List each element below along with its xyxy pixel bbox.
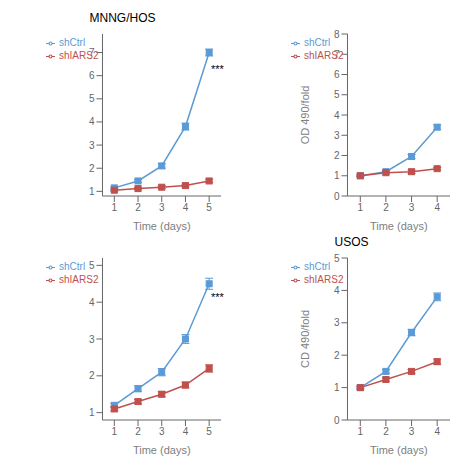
svg-text:3: 3 [89,140,95,151]
svg-text:2: 2 [89,163,95,174]
svg-text:***: *** [211,63,225,75]
svg-text:4: 4 [183,426,189,437]
svg-text:4: 4 [434,202,440,213]
svg-text:OD 490/fold: OD 490/fold [299,86,311,145]
svg-text:4: 4 [434,426,440,437]
svg-text:3: 3 [334,317,340,328]
svg-text:1: 1 [358,426,364,437]
svg-text:7: 7 [334,49,340,60]
svg-text:2: 2 [334,350,340,361]
svg-text:8: 8 [334,29,340,40]
svg-text:2: 2 [135,202,141,213]
svg-text:4: 4 [334,285,340,296]
svg-text:2: 2 [383,426,389,437]
svg-text:***: *** [211,291,225,303]
svg-text:Time (days): Time (days) [133,220,191,232]
svg-text:Time (days): Time (days) [133,444,191,456]
svg-text:3: 3 [409,202,415,213]
svg-text:3: 3 [159,426,165,437]
svg-text:3: 3 [334,130,340,141]
svg-text:1: 1 [334,382,340,393]
svg-text:CD 490/fold: CD 490/fold [299,310,311,368]
svg-text:1: 1 [89,407,95,418]
svg-text:0: 0 [334,191,340,202]
svg-text:5: 5 [206,202,212,213]
svg-text:4: 4 [89,297,95,308]
svg-text:1: 1 [334,170,340,181]
svg-text:5: 5 [334,89,340,100]
svg-text:1: 1 [112,202,118,213]
svg-text:1: 1 [358,202,364,213]
svg-text:4: 4 [334,110,340,121]
svg-text:2: 2 [383,202,389,213]
svg-text:5: 5 [206,426,212,437]
svg-text:2: 2 [334,150,340,161]
svg-text:3: 3 [89,334,95,345]
svg-text:6: 6 [89,70,95,81]
svg-text:4: 4 [89,116,95,127]
svg-text:2: 2 [135,426,141,437]
svg-text:3: 3 [159,202,165,213]
svg-text:5: 5 [334,253,340,264]
svg-text:5: 5 [89,93,95,104]
svg-text:Time (days): Time (days) [370,444,428,456]
svg-text:3: 3 [409,426,415,437]
svg-text:0: 0 [334,415,340,426]
svg-text:4: 4 [183,202,189,213]
svg-text:1: 1 [112,426,118,437]
svg-text:2: 2 [89,370,95,381]
svg-text:5: 5 [89,260,95,271]
svg-text:Time (days): Time (days) [370,220,428,232]
svg-text:7: 7 [89,47,95,58]
svg-text:6: 6 [334,69,340,80]
svg-text:1: 1 [89,186,95,197]
